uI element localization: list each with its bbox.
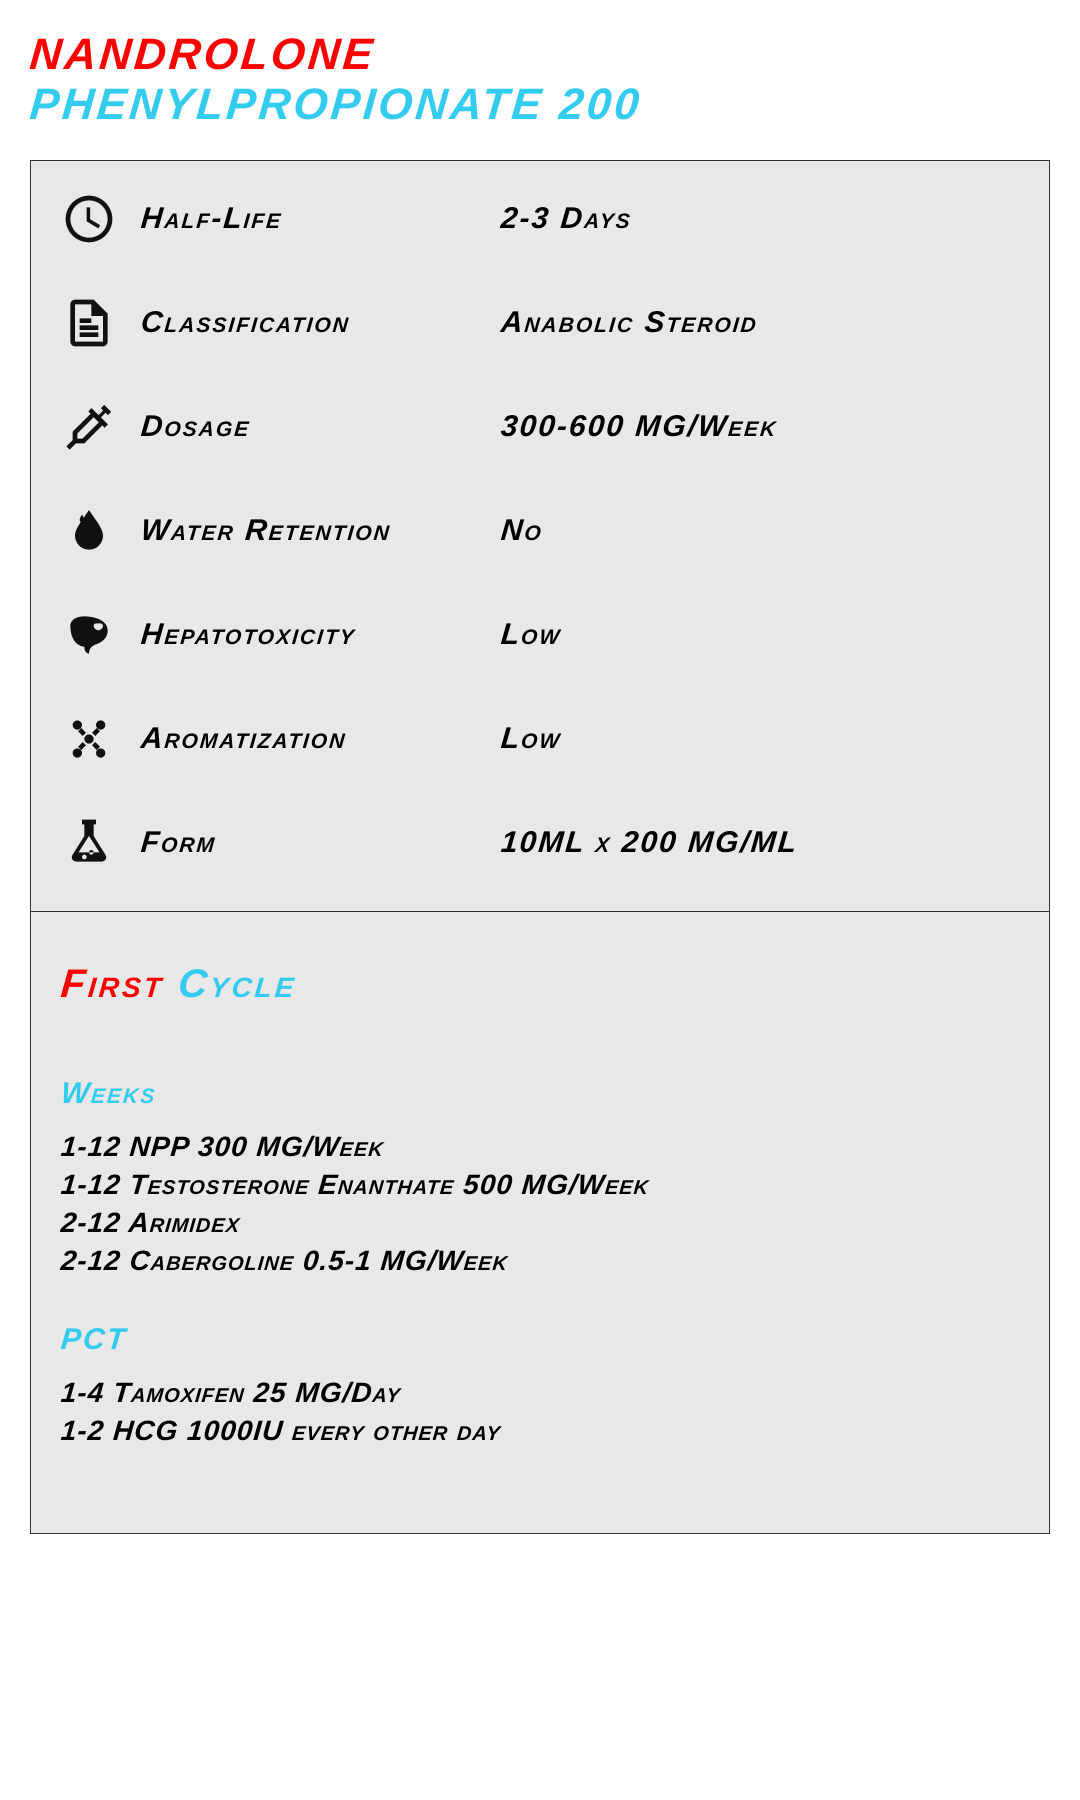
property-value: Anabolic Steroid	[500, 306, 1021, 340]
weeks-line: 2-12 Arimidex	[60, 1207, 1021, 1239]
property-row: Form 10ML x 200 MG/ML	[61, 815, 1019, 871]
property-row: Classification Anabolic Steroid	[61, 295, 1019, 351]
property-value: No	[500, 514, 1021, 548]
property-value: Low	[500, 618, 1021, 652]
liver-icon	[61, 607, 141, 663]
property-label: Half-Life	[140, 202, 503, 236]
weeks-line: 2-12 Cabergoline 0.5-1 MG/Week	[60, 1245, 1021, 1277]
weeks-label: Weeks	[60, 1077, 1021, 1111]
property-row: Half-Life 2-3 Days	[61, 191, 1019, 247]
property-label: Dosage	[140, 410, 503, 444]
info-panel: Half-Life 2-3 Days Classification Anabol…	[30, 160, 1050, 1534]
property-label: Classification	[140, 306, 503, 340]
property-row: Dosage 300-600 MG/Week	[61, 399, 1019, 455]
property-label: Aromatization	[140, 722, 503, 756]
page-title: NANDROLONE PHENYLPROPIONATE 200	[30, 30, 1050, 130]
cycle-title-word-1: First	[59, 962, 166, 1006]
title-line-2: PHENYLPROPIONATE 200	[28, 80, 1052, 130]
weeks-line: 1-12 NPP 300 MG/Week	[60, 1131, 1021, 1163]
clock-icon	[61, 191, 141, 247]
property-label: Water Retention	[140, 514, 503, 548]
weeks-line: 1-12 Testosterone Enanthate 500 MG/Week	[60, 1169, 1021, 1201]
property-value: 300-600 MG/Week	[500, 410, 1021, 444]
cycle-section: First Cycle Weeks 1-12 NPP 300 MG/Week 1…	[31, 912, 1049, 1533]
syringe-icon	[61, 399, 141, 455]
molecule-icon	[61, 711, 141, 767]
pct-label: PCT	[60, 1323, 1021, 1357]
property-label: Hepatotoxicity	[140, 618, 503, 652]
property-row: Aromatization Low	[61, 711, 1019, 767]
droplet-icon	[61, 503, 141, 559]
pct-line: 1-4 Tamoxifen 25 MG/Day	[60, 1377, 1021, 1409]
property-row: Water Retention No	[61, 503, 1019, 559]
flask-icon	[61, 815, 141, 871]
property-value: Low	[500, 722, 1021, 756]
cycle-title-word-2: Cycle	[176, 962, 298, 1006]
property-row: Hepatotoxicity Low	[61, 607, 1019, 663]
document-icon	[61, 295, 141, 351]
property-value: 10ML x 200 MG/ML	[500, 826, 1021, 860]
property-value: 2-3 Days	[500, 202, 1021, 236]
title-line-1: NANDROLONE	[28, 30, 1052, 80]
properties-section: Half-Life 2-3 Days Classification Anabol…	[31, 161, 1049, 912]
pct-line: 1-2 HCG 1000IU every other day	[60, 1415, 1021, 1447]
cycle-title: First Cycle	[59, 962, 1021, 1007]
property-label: Form	[140, 826, 503, 860]
